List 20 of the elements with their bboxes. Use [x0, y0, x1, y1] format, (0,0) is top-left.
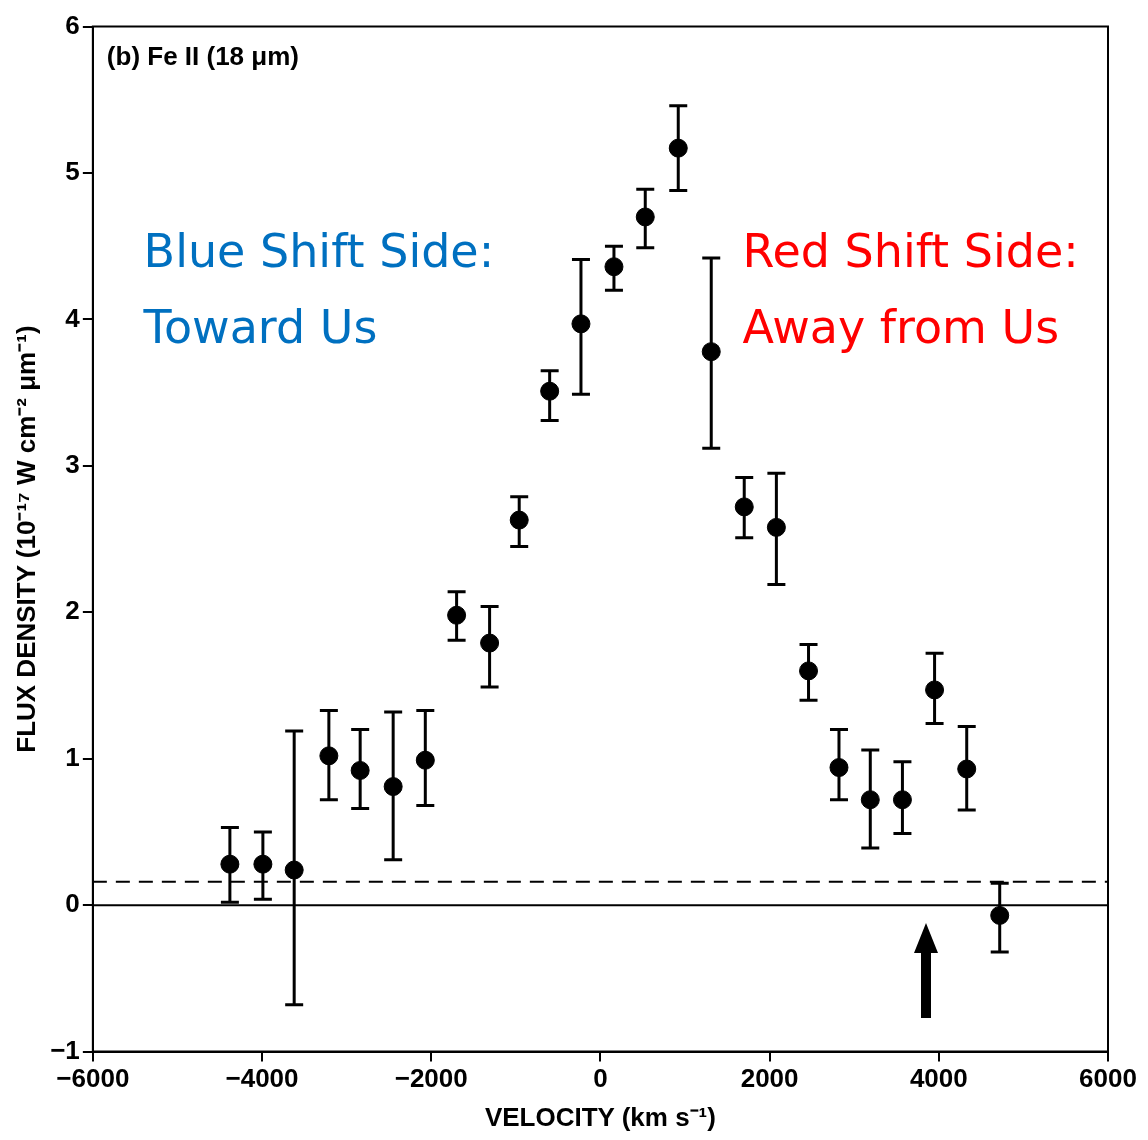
- annotation: Red Shift Side: Away from Us: [742, 223, 1079, 354]
- y-tick-label: 6: [65, 9, 80, 40]
- x-axis-title: VELOCITY (km s⁻¹): [484, 1101, 716, 1132]
- x-tick-label: −4000: [225, 1063, 299, 1094]
- x-tick-label: 0: [593, 1063, 608, 1094]
- text: (b) Fe II (18 μm): [106, 40, 299, 71]
- y-axis-title: FLUX DENSITY (10⁻¹⁷ W cm⁻² μm⁻¹): [10, 325, 41, 753]
- y-tick-label: 3: [65, 449, 80, 480]
- y-tick-label: 4: [65, 302, 81, 333]
- x-tick-label: 6000: [1079, 1063, 1137, 1094]
- x-tick-label: −6000: [56, 1063, 130, 1094]
- annotation: Blue Shift Side: Toward Us: [142, 223, 495, 354]
- x-tick-label: 2000: [740, 1063, 799, 1094]
- y-tick-label: 1: [65, 741, 80, 772]
- y-tick-label: 0: [65, 888, 80, 919]
- x-tick-label: 4000: [909, 1063, 968, 1094]
- y-tick-label: −1: [50, 1034, 80, 1065]
- x-tick-label: −2000: [394, 1063, 468, 1094]
- y-tick-label: 5: [65, 156, 80, 187]
- y-tick-label: 2: [65, 595, 80, 626]
